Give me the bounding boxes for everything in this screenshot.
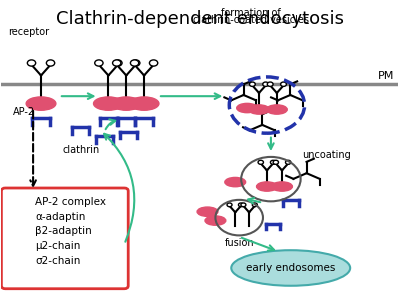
Circle shape (286, 160, 291, 164)
Text: PM: PM (378, 71, 394, 81)
Ellipse shape (266, 105, 287, 114)
Circle shape (114, 60, 122, 66)
Text: receptor: receptor (8, 27, 50, 37)
Circle shape (130, 60, 139, 66)
Ellipse shape (129, 97, 159, 110)
Circle shape (252, 203, 257, 207)
Text: AP-2 complex
α-adaptin
β2-adaptin
μ2-chain
σ2-chain: AP-2 complex α-adaptin β2-adaptin μ2-cha… (35, 197, 106, 266)
Text: fusion: fusion (224, 238, 254, 248)
Text: formation of: formation of (221, 8, 281, 18)
Ellipse shape (249, 105, 270, 114)
Text: clathrin: clathrin (62, 145, 99, 155)
Text: AP-2: AP-2 (13, 106, 36, 117)
Ellipse shape (197, 207, 218, 216)
Text: Clathrin-dependent endocytosis: Clathrin-dependent endocytosis (56, 10, 344, 28)
Ellipse shape (237, 103, 258, 113)
Ellipse shape (111, 97, 141, 110)
Text: early endosomes: early endosomes (246, 263, 336, 273)
Circle shape (95, 60, 103, 66)
Circle shape (238, 203, 244, 207)
Ellipse shape (231, 250, 350, 286)
Circle shape (150, 60, 158, 66)
Text: uncoating: uncoating (302, 150, 351, 160)
Circle shape (258, 160, 264, 164)
Ellipse shape (94, 97, 123, 110)
Circle shape (267, 82, 273, 86)
Circle shape (270, 160, 276, 164)
Circle shape (227, 203, 232, 207)
Ellipse shape (225, 177, 246, 187)
Circle shape (27, 60, 36, 66)
Ellipse shape (256, 182, 277, 191)
Circle shape (273, 160, 278, 164)
Circle shape (112, 60, 121, 66)
Circle shape (46, 60, 55, 66)
FancyBboxPatch shape (1, 188, 128, 289)
Circle shape (263, 82, 268, 86)
Circle shape (241, 203, 246, 207)
Circle shape (250, 82, 255, 86)
Circle shape (280, 82, 286, 86)
Text: clathrin-coated vesicles: clathrin-coated vesicles (193, 15, 309, 25)
Ellipse shape (26, 97, 56, 110)
Ellipse shape (205, 216, 226, 225)
Circle shape (132, 60, 140, 66)
Ellipse shape (272, 182, 292, 191)
